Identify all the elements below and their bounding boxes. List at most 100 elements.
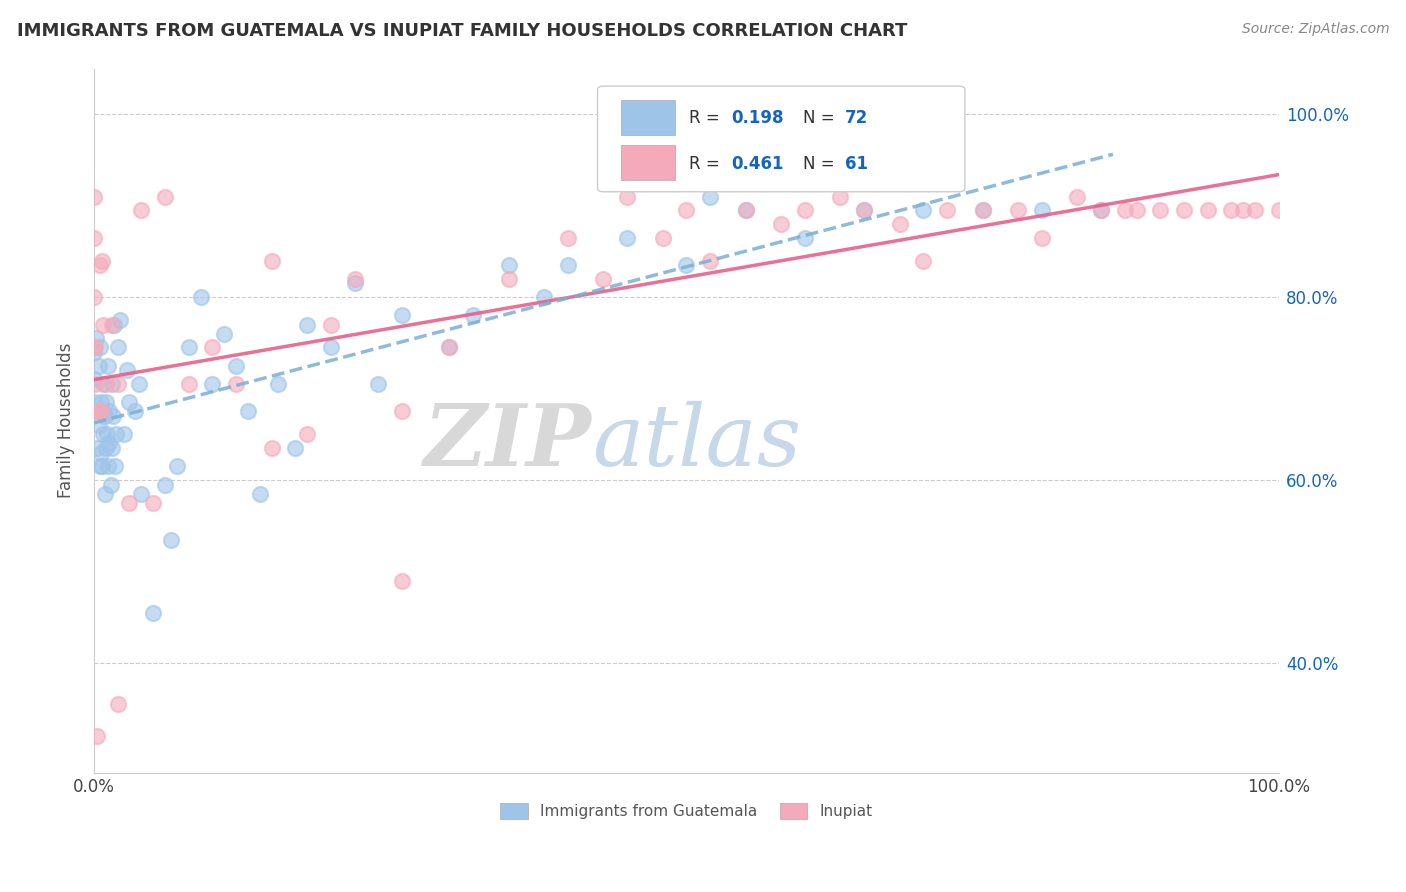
Text: 0.198: 0.198 [731, 109, 785, 127]
Text: R =: R = [689, 154, 724, 172]
Point [153, 477, 176, 491]
Point [98, 436, 121, 450]
Point [166, 459, 188, 474]
Point [86, 441, 108, 455]
Point [1244, 203, 1267, 218]
Point [91, 253, 114, 268]
Point [83, 404, 105, 418]
Point [93, 377, 115, 392]
Point [84, 377, 107, 392]
Point [793, 203, 815, 218]
Point [592, 272, 614, 286]
Point [107, 697, 129, 711]
Text: 61: 61 [845, 154, 868, 172]
Point [1066, 189, 1088, 203]
Point [112, 427, 135, 442]
Text: atlas: atlas [592, 401, 801, 483]
Point [100, 377, 122, 392]
Point [853, 203, 876, 218]
Point [793, 230, 815, 244]
Point [86, 729, 108, 743]
Point [260, 441, 283, 455]
Point [104, 459, 127, 474]
Text: ZIP: ZIP [423, 400, 592, 483]
Point [830, 189, 852, 203]
Point [108, 313, 131, 327]
Point [699, 253, 721, 268]
Point [90, 404, 112, 418]
Point [1031, 203, 1053, 218]
Text: IMMIGRANTS FROM GUATEMALA VS INUPIAT FAMILY HOUSEHOLDS CORRELATION CHART: IMMIGRANTS FROM GUATEMALA VS INUPIAT FAM… [17, 22, 907, 40]
Text: Source: ZipAtlas.com: Source: ZipAtlas.com [1241, 22, 1389, 37]
Point [297, 427, 319, 442]
Point [201, 341, 224, 355]
Point [105, 427, 128, 442]
Point [89, 258, 111, 272]
Point [367, 377, 389, 392]
Point [142, 496, 165, 510]
Point [651, 230, 673, 244]
Point [284, 441, 307, 455]
Point [1007, 203, 1029, 218]
Point [236, 404, 259, 418]
Point [391, 574, 413, 588]
Point [616, 189, 638, 203]
Point [98, 404, 121, 418]
Point [94, 395, 117, 409]
Point [1173, 203, 1195, 218]
Point [96, 427, 118, 442]
Point [249, 487, 271, 501]
Text: 0.461: 0.461 [731, 154, 785, 172]
Point [94, 441, 117, 455]
Point [90, 395, 112, 409]
Point [97, 359, 120, 373]
Point [1125, 203, 1147, 218]
Point [201, 377, 224, 392]
Point [91, 404, 114, 418]
Point [97, 459, 120, 474]
Bar [621, 100, 675, 136]
Point [1090, 203, 1112, 218]
Point [87, 359, 110, 373]
FancyBboxPatch shape [598, 87, 965, 192]
Point [616, 230, 638, 244]
Point [1149, 203, 1171, 218]
Point [225, 359, 247, 373]
Point [461, 309, 484, 323]
Point [100, 318, 122, 332]
Text: 72: 72 [845, 109, 869, 127]
Legend: Immigrants from Guatemala, Inupiat: Immigrants from Guatemala, Inupiat [494, 797, 879, 825]
Point [1220, 203, 1243, 218]
Point [557, 230, 579, 244]
Point [177, 341, 200, 355]
Point [83, 345, 105, 359]
Point [89, 404, 111, 418]
Point [770, 217, 793, 231]
Point [1031, 230, 1053, 244]
Point [91, 459, 114, 474]
Point [124, 404, 146, 418]
Point [89, 459, 111, 474]
Point [912, 203, 935, 218]
Point [177, 377, 200, 392]
Point [107, 377, 129, 392]
Point [89, 341, 111, 355]
Point [343, 272, 366, 286]
Point [557, 258, 579, 272]
Point [83, 290, 105, 304]
Point [1090, 203, 1112, 218]
Point [1268, 203, 1291, 218]
Point [153, 189, 176, 203]
Point [160, 533, 183, 547]
Point [93, 409, 115, 423]
Point [343, 277, 366, 291]
Point [83, 189, 105, 203]
Point [972, 203, 994, 218]
Point [498, 258, 520, 272]
Point [439, 341, 461, 355]
Point [266, 377, 288, 392]
Point [87, 418, 110, 433]
Point [1232, 203, 1254, 218]
Point [83, 395, 105, 409]
Point [972, 203, 994, 218]
